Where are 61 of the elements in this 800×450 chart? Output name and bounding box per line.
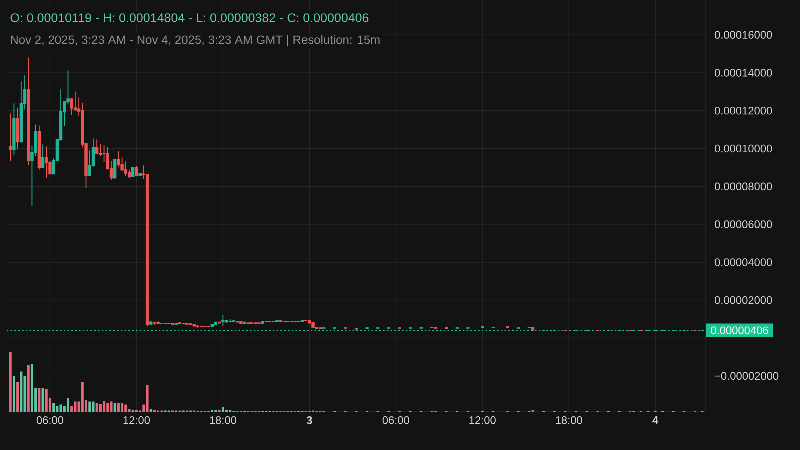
- y-tick-label: 0.00010000: [714, 144, 772, 153]
- candlestick: [9, 113, 12, 162]
- candlestick: [114, 159, 117, 180]
- candlestick: [45, 146, 48, 179]
- bar: [42, 388, 44, 412]
- candlestick: [132, 167, 135, 178]
- bar: [56, 406, 59, 412]
- candlestick: [16, 108, 20, 150]
- x-tick-label: 18:00: [556, 416, 582, 424]
- x-tick-label: 3: [306, 416, 312, 424]
- bar: [121, 403, 124, 412]
- candlestick: [135, 166, 138, 177]
- bar: [88, 402, 92, 412]
- bar: [60, 404, 62, 412]
- bar: [92, 402, 95, 412]
- bar: [27, 365, 30, 412]
- candlestick: [88, 150, 92, 177]
- bar: [106, 403, 110, 412]
- y-tick-label: 0.00006000: [714, 220, 772, 228]
- bar: [117, 403, 120, 412]
- x-tick-label: 06:00: [36, 416, 64, 424]
- y-tick-label: 0.00008000: [714, 182, 772, 191]
- text: O: 0.00010119 - H: 0.00014804 - L: 0.00000382 - C: 0.00000406: [10, 14, 369, 22]
- y-tick-label: 0.00016000: [714, 31, 772, 39]
- x-tick-label: 18:00: [210, 416, 237, 424]
- bar: [45, 389, 48, 412]
- x-tick-label: 12:00: [470, 416, 496, 424]
- bar: [99, 404, 102, 412]
- bar: [66, 398, 70, 412]
- bar: [128, 409, 131, 412]
- bar: [74, 402, 77, 412]
- bar: [150, 409, 152, 412]
- bar: [110, 402, 113, 412]
- candlestick: [222, 314, 225, 326]
- x-tick-label: 12:00: [124, 416, 150, 424]
- candlestick: [117, 151, 120, 168]
- bar: [12, 376, 16, 412]
- bar: [222, 407, 224, 412]
- bar: [70, 406, 74, 412]
- y-tick-label: 0.00002000: [714, 296, 772, 304]
- bar: [103, 401, 106, 412]
- bar: [16, 382, 20, 412]
- bar: [9, 352, 12, 412]
- candlestick: [74, 91, 78, 112]
- text: Nov 2, 2025, 3:23 AM - Nov 4, 2025, 3:23 AM GMT | Resolution: 15m: [11, 35, 380, 47]
- y-tick-label: −0.00002000: [715, 372, 779, 380]
- y-tick-label: 0.00012000: [714, 106, 772, 115]
- bar: [52, 403, 56, 412]
- bar: [124, 404, 128, 412]
- candlestick: [124, 161, 128, 177]
- y-tick-label: 0.00014000: [714, 69, 772, 77]
- bar: [146, 385, 149, 412]
- bar: [81, 382, 84, 412]
- bar: [30, 364, 34, 412]
- x-tick-label: 4: [652, 416, 659, 424]
- candlestick: [41, 144, 45, 169]
- y-tick-label: 0.00004000: [714, 258, 772, 266]
- x-tick-label: 06:00: [382, 416, 410, 424]
- candlestick: [95, 139, 99, 155]
- bar: [24, 376, 26, 412]
- ref-line-label: 0.00000406: [711, 326, 768, 334]
